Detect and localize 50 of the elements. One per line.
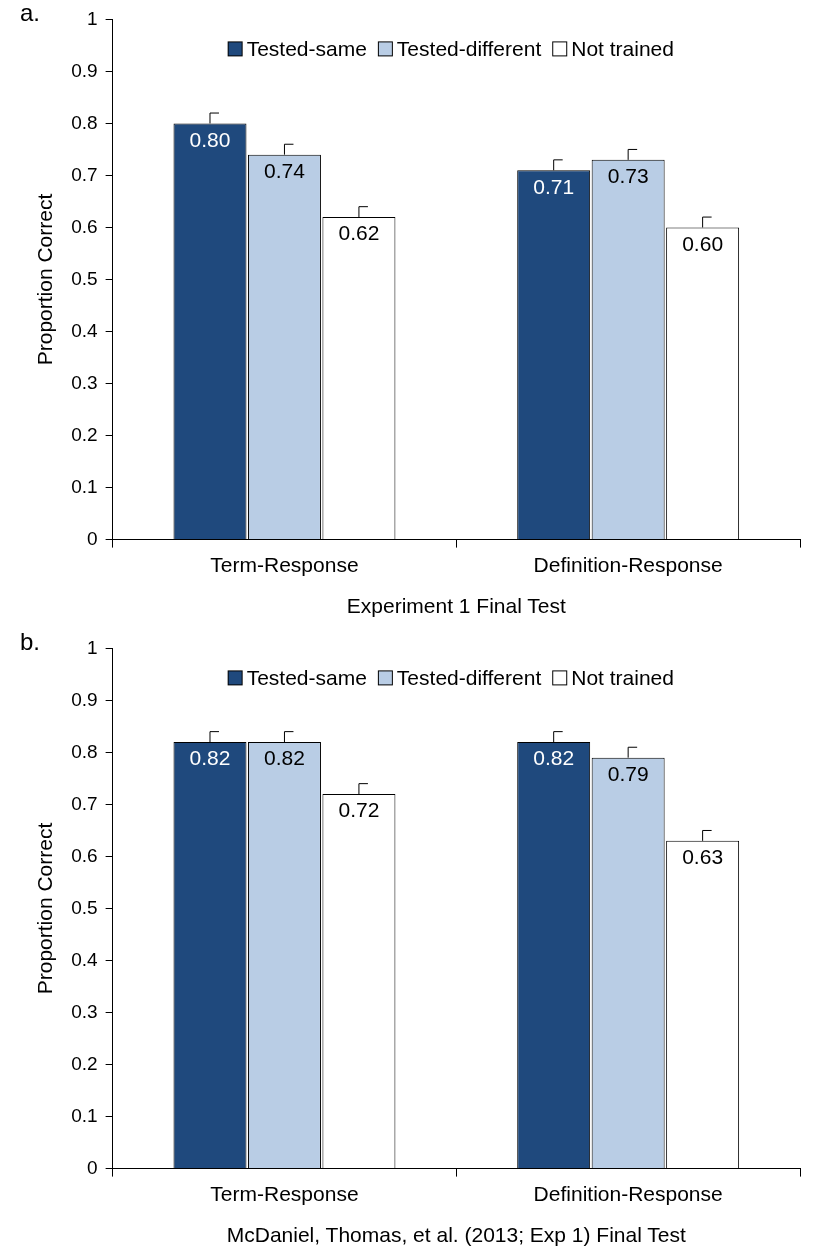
y-tick-label: 0.2: [71, 423, 98, 445]
data-label: 0.72: [338, 798, 380, 822]
x-axis-title: Experiment 1 Final Test: [346, 594, 566, 618]
legend-label: Tested-same: [246, 666, 367, 690]
y-tick-label: 0.8: [71, 740, 98, 762]
y-tick-label: 0.4: [71, 319, 99, 341]
y-tick-label: 0: [87, 527, 98, 549]
y-axis-title: Proportion Correct: [33, 193, 57, 366]
x-axis-title: McDaniel, Thomas, et al. (2013; Exp 1) Final Test: [226, 1223, 687, 1247]
y-tick-label: 0.6: [71, 844, 98, 866]
data-label: 0.73: [607, 164, 649, 188]
y-tick-label: 0.7: [71, 792, 98, 814]
data-label: 0.71: [533, 174, 575, 198]
data-label: 0.63: [682, 845, 724, 869]
data-label: 0.82: [264, 746, 305, 770]
y-tick-label: 0.1: [71, 1104, 98, 1126]
y-tick-label: 0.3: [71, 371, 98, 393]
x-tick-label: Term-Response: [210, 1182, 359, 1205]
x-tick-label: Definition-Response: [533, 1182, 723, 1205]
y-tick-label: 1: [87, 7, 98, 29]
data-label: 0.82: [189, 746, 231, 770]
y-axis-title: Proportion Correct: [33, 822, 57, 995]
data-label: 0.80: [189, 127, 231, 151]
y-tick-label: 1: [87, 636, 98, 658]
y-tick-label: 0.8: [71, 111, 98, 133]
legend-label: Tested-different: [396, 37, 542, 61]
legend-label: Tested-different: [396, 666, 542, 690]
text: a.: [20, 0, 41, 26]
data-label: 0.79: [607, 761, 649, 785]
legend-label: Not trained: [571, 37, 674, 61]
y-tick-label: 0.5: [71, 896, 98, 918]
y-tick-label: 0.9: [71, 688, 98, 710]
y-tick-label: 0: [87, 1156, 98, 1178]
y-tick-label: 0.4: [71, 948, 99, 970]
legend-label: Tested-same: [246, 37, 367, 61]
text: b.: [20, 627, 41, 655]
x-tick-label: Term-Response: [210, 553, 359, 576]
data-label: 0.82: [533, 746, 575, 770]
y-tick-label: 0.6: [71, 215, 98, 237]
legend-label: Not trained: [571, 666, 674, 690]
data-label: 0.62: [338, 221, 380, 245]
y-tick-label: 0.3: [71, 1000, 98, 1022]
data-label: 0.60: [682, 231, 724, 255]
y-tick-label: 0.1: [71, 475, 98, 497]
y-tick-label: 0.2: [71, 1052, 98, 1074]
y-tick-label: 0.5: [71, 267, 98, 289]
y-tick-label: 0.7: [71, 163, 98, 185]
y-tick-label: 0.9: [71, 59, 98, 81]
x-tick-label: Definition-Response: [533, 553, 723, 576]
data-label: 0.74: [264, 158, 306, 182]
